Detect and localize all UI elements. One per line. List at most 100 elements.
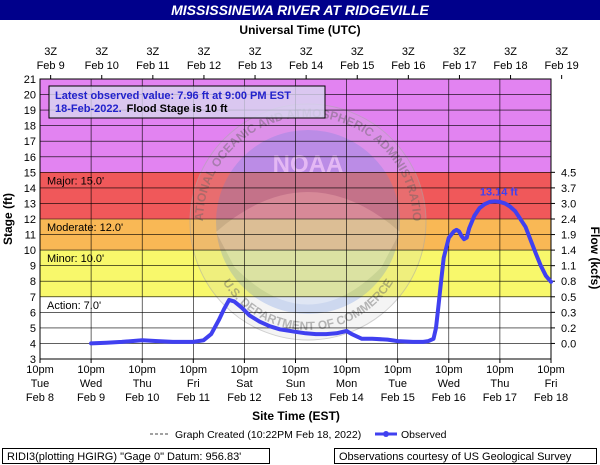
seal-bird-shape xyxy=(216,192,400,305)
top-tick-date: Feb 15 xyxy=(340,60,374,72)
left-tick-label: 3 xyxy=(30,354,36,366)
observed-point xyxy=(539,264,543,268)
chart-title: MISSISSINEWA RIVER AT RIDGEVILLE xyxy=(0,0,600,20)
observed-point xyxy=(434,326,438,330)
observed-point xyxy=(370,337,374,341)
top-tick-date: Feb 9 xyxy=(37,60,65,72)
observed-point xyxy=(454,228,459,232)
observed-point xyxy=(467,226,471,230)
observed-point xyxy=(171,340,175,344)
left-tick-label: 17 xyxy=(24,136,36,148)
left-tick-label: 5 xyxy=(30,323,36,335)
bottom-tick-time: 10pm xyxy=(435,364,463,376)
observed-point xyxy=(503,201,507,206)
bottom-tick-date: Feb 16 xyxy=(432,392,466,404)
left-tick-label: 8 xyxy=(30,276,36,288)
observed-point xyxy=(240,306,244,310)
top-tick-date: Feb 13 xyxy=(238,60,272,72)
top-tick-date: Feb 17 xyxy=(442,60,476,72)
top-tick-hour: 3Z xyxy=(249,46,262,58)
bottom-tick-date: Feb 10 xyxy=(125,392,159,404)
top-tick-hour: 3Z xyxy=(351,46,364,58)
bottom-tick-time: 10pm xyxy=(384,364,412,376)
observed-point xyxy=(222,307,226,311)
observed-point xyxy=(465,236,469,240)
info-date: 18-Feb-2022. xyxy=(55,103,122,115)
observed-point xyxy=(482,202,487,206)
observed-point xyxy=(201,338,206,342)
observed-point xyxy=(488,200,492,204)
zone-label-minor: Minor: 10.0' xyxy=(47,253,104,265)
zone-label-action: Action: 7.0' xyxy=(47,300,101,312)
zone-label-major: Major: 15.0' xyxy=(47,175,104,187)
legend-observed-text: Observed xyxy=(401,429,447,441)
observed-point xyxy=(513,209,517,213)
bottom-tick-day: Sat xyxy=(236,378,253,390)
bottom-tick-time: 10pm xyxy=(333,364,361,376)
left-tick-label: 18 xyxy=(24,121,36,133)
top-axis-title: Universal Time (UTC) xyxy=(239,23,360,37)
observed-point xyxy=(191,340,195,344)
top-tick-hour: 3Z xyxy=(504,46,517,58)
right-tick-label: 3.0 xyxy=(561,198,576,210)
observed-point xyxy=(493,199,497,203)
observed-point xyxy=(278,327,282,332)
bottom-tick-day: Fri xyxy=(187,378,200,390)
observed-point xyxy=(447,236,451,240)
top-axis: Universal Time (UTC) 3Z Feb 9 3Z Feb 10 3Z Feb… xyxy=(37,23,579,79)
left-axis-title: Stage (ft) xyxy=(1,193,15,245)
observed-point xyxy=(508,204,512,209)
footer-datum: RIDI3(plotting HGIRG) "Gage 0" Datum: 95… xyxy=(2,448,270,464)
info-flood-stage: Flood Stage is 10 ft xyxy=(127,103,228,115)
observed-point xyxy=(324,332,328,336)
right-axis-title: Flow (kcfs) xyxy=(588,227,600,290)
top-tick-hour: 3Z xyxy=(198,46,211,58)
left-tick-label: 7 xyxy=(30,292,36,304)
left-tick-label: 4 xyxy=(30,338,36,350)
bottom-tick-day: Tue xyxy=(388,378,407,390)
bottom-tick-date: Feb 18 xyxy=(534,392,568,404)
legend-observed-marker xyxy=(383,431,389,437)
observed-point xyxy=(523,225,528,229)
top-tick-hour: 3Z xyxy=(555,46,568,58)
observed-point xyxy=(544,274,548,278)
bottom-tick-day: Mon xyxy=(336,378,357,390)
observed-point xyxy=(396,339,400,343)
top-tick-hour: 3Z xyxy=(300,46,313,58)
observed-point xyxy=(258,320,262,324)
top-tick-date: Feb 12 xyxy=(187,60,221,72)
observed-point xyxy=(155,339,160,343)
peak-label: 13.14 ft xyxy=(480,186,518,198)
bottom-tick-time: 10pm xyxy=(486,364,514,376)
observed-point xyxy=(436,302,441,307)
bottom-tick-time: 10pm xyxy=(26,364,54,376)
top-tick-hour: 3Z xyxy=(95,46,108,58)
observed-point xyxy=(293,330,298,334)
top-tick-hour: 3Z xyxy=(146,46,159,58)
observed-point xyxy=(385,337,390,342)
left-tick-label: 14 xyxy=(24,183,36,195)
hydrograph-chart: NOAANATIONAL OCEANIC AND ATMOSPHERIC ADM… xyxy=(0,0,600,441)
bottom-tick-date: Feb 17 xyxy=(483,392,517,404)
bottom-tick-date: Feb 12 xyxy=(227,392,261,404)
bottom-tick-date: Feb 13 xyxy=(278,392,312,404)
observed-point xyxy=(120,340,124,344)
observed-point xyxy=(421,340,425,344)
left-tick-label: 13 xyxy=(24,198,36,210)
right-tick-label: 0.2 xyxy=(561,323,576,335)
seal-noaa-text: NOAA xyxy=(273,151,344,178)
right-tick-label: 0.3 xyxy=(561,307,576,319)
left-tick-label: 15 xyxy=(24,167,36,179)
observed-series: 13.14 ft xyxy=(89,186,553,346)
top-tick-date: Feb 19 xyxy=(545,60,579,72)
observed-point xyxy=(431,337,436,341)
observed-point xyxy=(89,341,93,346)
right-tick-label: 0.8 xyxy=(561,276,576,288)
bottom-tick-date: Feb 8 xyxy=(26,392,54,404)
right-tick-label: 3.7 xyxy=(561,183,576,195)
observed-point xyxy=(334,331,338,335)
bottom-tick-day: Wed xyxy=(438,378,460,390)
left-tick-label: 20 xyxy=(24,90,36,102)
observed-point xyxy=(345,329,349,333)
observed-point xyxy=(232,299,236,304)
